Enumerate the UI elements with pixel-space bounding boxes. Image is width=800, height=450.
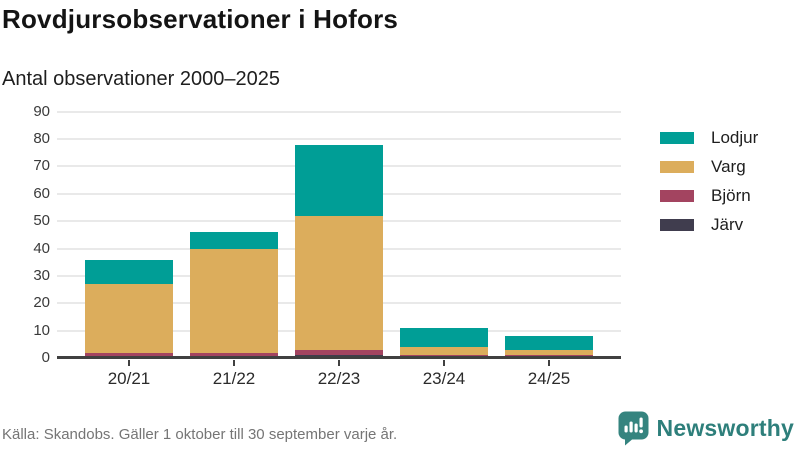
newsworthy-icon xyxy=(618,411,649,446)
x-axis-tick xyxy=(128,360,130,366)
y-axis-tick-label: 80 xyxy=(33,130,50,148)
gridline-y90 xyxy=(57,110,621,113)
bar-segment-varg xyxy=(400,347,488,356)
bar-segment-lodjur xyxy=(505,336,593,350)
y-axis-tick-label: 10 xyxy=(33,321,50,339)
y-axis-tick-label: 60 xyxy=(33,184,50,202)
bar-segment-lodjur xyxy=(85,259,173,285)
y-axis-tick-label: 0 xyxy=(41,349,50,366)
y-axis-tick-label: 70 xyxy=(33,157,50,175)
bar-20-21 xyxy=(85,259,173,358)
legend-swatch xyxy=(660,161,694,173)
bar-segment-björn xyxy=(85,352,173,358)
bar-segment-varg xyxy=(85,284,173,353)
legend: Lodjur Varg Björn Järv xyxy=(660,128,758,244)
legend-label: Lodjur xyxy=(711,128,759,147)
legend-item-lodjur: Lodjur xyxy=(660,128,758,148)
y-axis-tick-label: 50 xyxy=(33,212,50,230)
x-axis-tick-label: 24/25 xyxy=(527,369,571,388)
x-axis-tick-label: 21/22 xyxy=(212,369,256,388)
page-title: Rovdjursobservationer i Hofors xyxy=(2,4,399,34)
brand-logo: Newsworthy xyxy=(618,411,794,446)
legend-label: Björn xyxy=(711,186,751,205)
bar-segment-björn xyxy=(190,352,278,358)
x-axis-tick xyxy=(338,360,340,366)
legend-label: Järv xyxy=(711,215,744,234)
y-axis-tick-label: 40 xyxy=(33,239,50,257)
gridline-y80 xyxy=(57,138,621,141)
bar-22-23 xyxy=(295,144,383,358)
bar-segment-lodjur xyxy=(295,144,383,216)
x-axis-tick xyxy=(233,360,235,366)
bar-segment-varg xyxy=(295,215,383,350)
legend-item-varg: Varg xyxy=(660,157,758,177)
bar-segment-björn xyxy=(295,349,383,356)
chart-subtitle: Antal observationer 2000–2025 xyxy=(2,68,280,90)
y-axis-tick-label: 20 xyxy=(33,294,50,312)
legend-item-bjrn: Björn xyxy=(660,186,758,206)
x-axis-tick-label: 23/24 xyxy=(422,369,466,388)
bar-segment-lodjur xyxy=(400,327,488,348)
bar-21-22 xyxy=(190,232,278,358)
y-axis-tick-label: 30 xyxy=(33,266,50,284)
bar-24-25 xyxy=(505,336,593,358)
bar-23-24 xyxy=(400,327,488,358)
x-axis-tick-label: 22/23 xyxy=(317,369,361,388)
x-axis-tick-label: 20/21 xyxy=(107,369,151,388)
bar-segment-varg xyxy=(190,248,278,353)
bar-segment-varg xyxy=(505,349,593,356)
x-axis-tick xyxy=(548,360,550,366)
legend-swatch xyxy=(660,190,694,202)
source-note: Källa: Skandobs. Gäller 1 oktober till 3… xyxy=(2,426,398,443)
legend-label: Varg xyxy=(711,157,746,176)
brand-name: Newsworthy xyxy=(656,415,794,441)
y-axis-tick-label: 90 xyxy=(33,102,50,120)
legend-item-jrv: Järv xyxy=(660,215,758,235)
x-axis-line xyxy=(57,356,621,359)
legend-swatch xyxy=(660,132,694,144)
x-axis-tick xyxy=(443,360,445,366)
plot-area: 0 10 20 30 40 50 60 70 80 90 20/21 21/22 22/23 23/24 2… xyxy=(33,103,621,388)
legend-swatch xyxy=(660,219,694,231)
bar-segment-lodjur xyxy=(190,232,278,249)
